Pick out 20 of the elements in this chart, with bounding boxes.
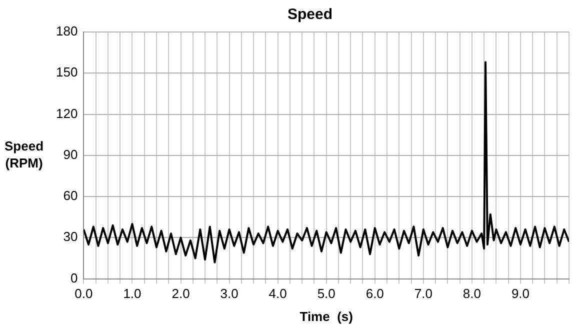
x-tick-label: 6.0 bbox=[366, 286, 384, 302]
x-tick-label: 4.0 bbox=[268, 286, 287, 302]
x-tick-label: 8.0 bbox=[462, 286, 481, 302]
x-tick-label: 3.0 bbox=[220, 286, 238, 302]
y-tick-label: 150 bbox=[56, 64, 78, 80]
x-tick-label: 7.0 bbox=[414, 286, 432, 302]
y-tick-label: 90 bbox=[63, 146, 78, 162]
x-axis-title: Time (s) bbox=[300, 308, 353, 324]
x-tick-label: 5.0 bbox=[317, 286, 336, 302]
y-tick-label: 120 bbox=[56, 106, 78, 121]
y-tick-label: 60 bbox=[63, 188, 78, 204]
x-tick-label: 0.0 bbox=[74, 286, 93, 302]
x-tick-label: 2.0 bbox=[172, 286, 190, 302]
y-tick-label: 30 bbox=[63, 229, 78, 244]
y-axis-title: Speed (RPM) bbox=[4, 138, 44, 170]
x-tick-label: 9.0 bbox=[511, 286, 530, 302]
y-tick-label: 180 bbox=[56, 24, 78, 39]
x-tick-label: 1.0 bbox=[123, 286, 142, 302]
chart-title: Speed bbox=[287, 6, 333, 24]
y-tick-label: 0 bbox=[70, 270, 78, 286]
